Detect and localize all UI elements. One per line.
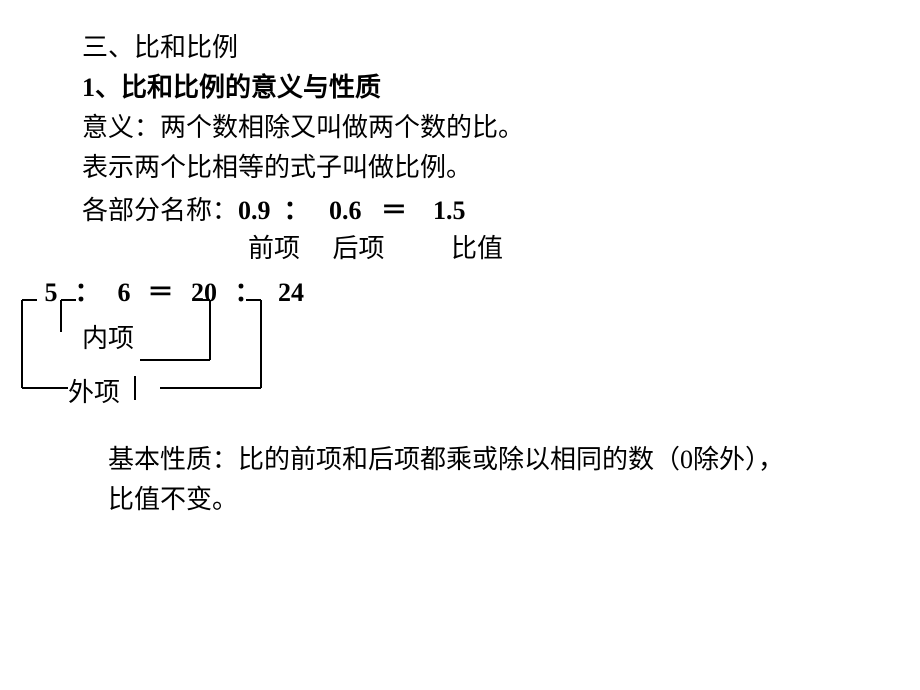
prop-colon1: ： (69, 272, 107, 309)
prop-b: 6 (113, 278, 135, 308)
sublabel-back: 后项 (333, 228, 445, 265)
proportion-equation: 5 ： 6 ＝ 20 ： 24 (40, 272, 309, 309)
ratio-colon: ： (284, 196, 310, 225)
section-title: 三、比和比例 (82, 28, 524, 68)
meaning-line-2: 表示两个比相等的式子叫做比例。 (82, 148, 524, 188)
subsection-title: 1、比和比例的意义与性质 (82, 68, 524, 108)
ratio-eq: ＝ (381, 196, 407, 225)
property-text: 基本性质：比的前项和后项都乘或除以相同的数（0除外），比值不变。 (108, 445, 784, 514)
parts-sublabels: 前项 后项 比值 (248, 228, 503, 265)
prop-a: 5 (40, 278, 62, 308)
prop-colon2: ： (229, 272, 267, 309)
meaning-line-1: 意义：两个数相除又叫做两个数的比。 (82, 108, 524, 148)
inner-term-label: 内项 (82, 318, 134, 355)
ratio-value: 1.5 (433, 196, 466, 225)
outer-term-label: 外项 (68, 372, 120, 409)
sublabel-value: 比值 (451, 228, 503, 265)
sublabel-front: 前项 (248, 228, 326, 265)
ratio-back: 0.6 (329, 196, 362, 225)
basic-property: 基本性质：比的前项和后项都乘或除以相同的数（0除外），比值不变。 (108, 440, 808, 520)
parts-name-line: 各部分名称：0.9 ： 0.6 ＝ 1.5 (82, 190, 466, 227)
prop-c: 20 (186, 278, 222, 308)
parts-label: 各部分名称： (82, 190, 238, 227)
prop-eq: ＝ (142, 272, 180, 309)
ratio-front: 0.9 (238, 196, 271, 225)
prop-d: 24 (273, 278, 309, 308)
subtitle-text: 1、比和比例的意义与性质 (82, 73, 381, 102)
